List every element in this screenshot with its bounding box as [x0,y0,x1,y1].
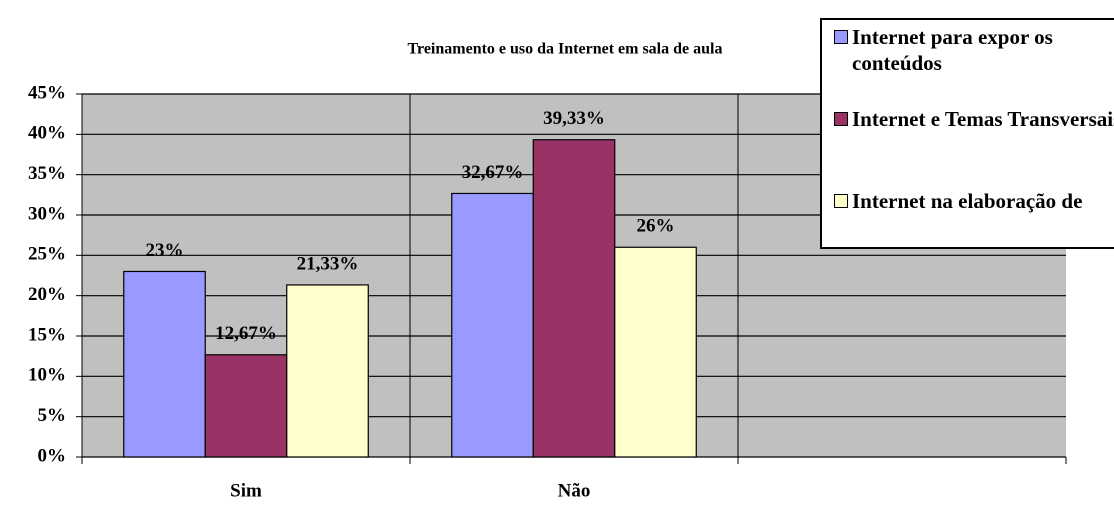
data-label: 26% [637,216,675,237]
data-label: 21,33% [297,253,359,274]
y-tick-label: 35% [28,163,66,184]
chart-title: Treinamento e uso da Internet em sala de… [408,41,723,58]
legend-label: Internet e Temas Transversais [852,107,1114,131]
legend-label: Internet na elaboração de [852,189,1083,213]
data-label: 32,67% [462,162,524,183]
data-label: 23% [146,240,184,261]
legend-entry: Internet na elaboração de [832,188,1114,214]
y-tick-label: 25% [28,244,66,265]
bar [204,354,288,458]
y-tick-label: 10% [28,365,66,386]
bar [123,270,206,458]
y-tick-label: 0% [38,445,67,466]
legend-swatch [834,112,848,126]
y-tick-label: 30% [28,203,66,224]
legend-entry: Internet para expor os conteúdos [832,24,1114,76]
x-tick-label: Sim [230,480,262,501]
data-label: 39,33% [543,108,605,129]
legend-entry: Internet e Temas Transversais [832,106,1114,132]
legend-label: Internet para expor os conteúdos [852,25,1053,75]
x-tick-label: Não [558,480,591,501]
legend: Internet para expor os conteúdos Internet… [820,18,1114,249]
y-tick-label: 20% [28,284,66,305]
bar [286,284,369,458]
y-tick-label: 5% [38,405,67,426]
data-label: 12,67% [215,323,277,344]
bar [614,246,697,458]
bar [532,139,616,458]
bar [451,192,534,458]
y-tick-label: 45% [28,82,66,103]
legend-swatch [834,30,848,44]
y-tick-label: 40% [28,123,66,144]
y-tick-label: 15% [28,324,66,345]
legend-swatch [834,194,848,208]
